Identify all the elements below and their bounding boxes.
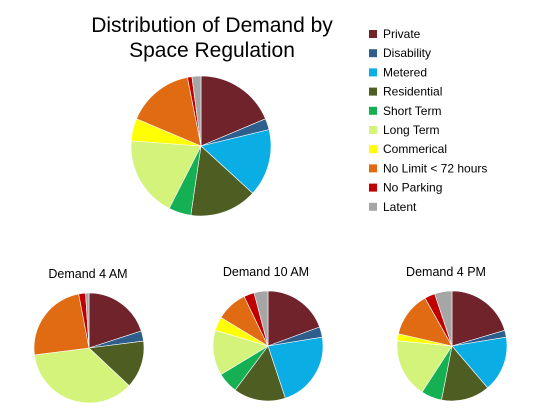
legend-swatch-metered [369, 68, 377, 77]
pie-demand-10am [212, 290, 324, 402]
4pm-slice-private [451, 290, 506, 347]
subtitle-4pm: Demand 4 PM [406, 265, 486, 279]
legend-label-no-parking: No Parking [383, 181, 442, 195]
4pm-slice-latent [434, 290, 453, 347]
legend-swatch-residential [369, 87, 377, 96]
legend-swatch-no-limit-72-hours [369, 164, 377, 173]
main-slice-latent [191, 75, 202, 147]
legend-label-commerical: Commerical [383, 142, 447, 156]
subtitle-4am: Demand 4 AM [48, 267, 127, 281]
legend-swatch-private [369, 30, 377, 38]
main-slice-metered [200, 129, 272, 194]
legend-swatch-short-term [369, 106, 377, 115]
4pm-slice-metered [451, 336, 508, 389]
main-slice-residential [190, 145, 254, 217]
pie-demand-4pm [396, 290, 508, 402]
4am-slice-no-limit-72-hours [33, 293, 90, 356]
legend-swatch-long-term [369, 126, 377, 134]
4pm-slice-long-term [396, 340, 453, 393]
legend-label-short-term: Short Term [383, 104, 441, 118]
main-slice-no-limit-72-hours [136, 76, 202, 147]
legend-label-private: Private [383, 27, 421, 41]
chart-title-line-2: Space Regulation [129, 39, 295, 62]
legend-label-long-term: Long Term [383, 123, 439, 137]
subtitle-10am: Demand 10 AM [223, 265, 309, 279]
legend-label-metered: Metered [383, 65, 427, 79]
legend-label-disability: Disability [383, 46, 431, 60]
main-slice-long-term [130, 140, 202, 209]
legend-swatch-commerical [369, 145, 377, 154]
4am-slice-long-term [34, 347, 130, 404]
chart-title-line-1: Distribution of Demand by [91, 14, 333, 37]
legend-label-no-limit-72-hours: No Limit < 72 hours [383, 161, 487, 175]
10am-slice-latent [253, 290, 269, 347]
4am-slice-latent [85, 292, 90, 349]
10am-slice-private [267, 290, 321, 347]
legend-label-residential: Residential [383, 85, 442, 99]
legend-swatch-no-parking [369, 183, 377, 192]
main-slice-private [200, 75, 266, 147]
legend-swatch-disability [369, 49, 377, 58]
legend: Private Disability Metered Residential Short… [369, 27, 487, 214]
pie-demand-4am [33, 292, 145, 404]
4am-slice-private [88, 292, 142, 349]
10am-slice-metered [267, 336, 324, 399]
legend-label-latent: Latent [383, 200, 417, 214]
legend-swatch-latent [369, 202, 377, 211]
pie-distribution [130, 75, 272, 217]
10am-slice-residential [234, 345, 286, 402]
